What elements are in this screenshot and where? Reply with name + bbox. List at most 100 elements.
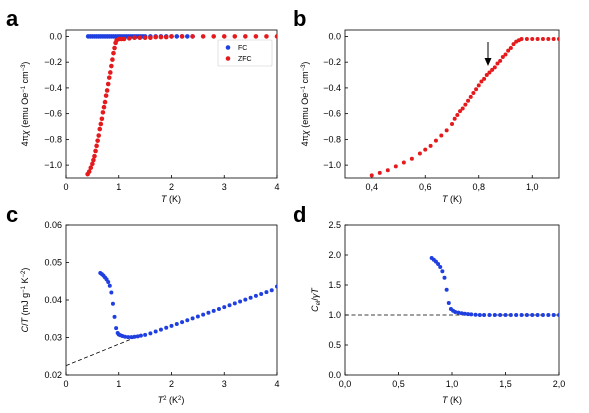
- data-point-a-s1: [94, 143, 99, 149]
- data-point-b-s0: [409, 156, 414, 161]
- data-point-d-s0: [535, 313, 540, 317]
- data-point-c-s0: [264, 290, 269, 295]
- data-point-c-s0: [164, 325, 169, 330]
- data-point-a-s1: [158, 34, 164, 40]
- data-point-c-s0: [180, 320, 185, 325]
- data-point-b-s0: [524, 37, 529, 42]
- data-point-b-s0: [479, 79, 484, 84]
- marks-d: [345, 256, 559, 317]
- x-axis-label-c: T2 (K2): [158, 395, 185, 405]
- data-point-b-s0: [369, 173, 374, 178]
- y-axis-label-a: 4πχ (emu Oe−1 cm−3): [20, 62, 30, 147]
- data-point-b-s0: [557, 37, 559, 42]
- marks-a: [85, 34, 277, 177]
- data-point-b-s0: [503, 52, 508, 57]
- data-point-b-s0: [498, 58, 503, 63]
- data-point-b-s0: [482, 76, 487, 81]
- data-point-a-s1: [179, 34, 185, 39]
- panel-letter-b: b: [293, 6, 306, 31]
- data-point-a-s1: [121, 36, 127, 42]
- data-point-c-s0: [206, 310, 211, 315]
- x-ticks-d: 0,0 0,5 1,0 1,5 2,0: [339, 372, 565, 389]
- data-point-c-s0: [248, 295, 253, 300]
- data-point-c-s0: [211, 308, 216, 313]
- data-point-b-s0: [476, 83, 481, 88]
- y-tick-label-c: 0.05: [44, 258, 62, 268]
- data-point-c-s0: [195, 314, 200, 319]
- data-point-b-s0: [423, 147, 428, 152]
- y-tick-label-d: 1.0: [328, 310, 341, 320]
- x-tick-label-c: 2: [169, 379, 174, 389]
- data-point-c-s0: [222, 305, 227, 310]
- data-point-a-s1: [90, 161, 95, 167]
- data-point-d-s0: [462, 311, 467, 316]
- data-point-d-s0: [530, 313, 535, 317]
- x-axis-label-a: T (K): [161, 194, 181, 204]
- data-point-c-s0: [174, 322, 179, 326]
- y-tick-label-c: 0.04: [44, 295, 62, 305]
- data-point-b-s0: [452, 116, 457, 121]
- data-point-a-s1: [105, 81, 111, 87]
- data-point-b-s0: [490, 67, 495, 72]
- y-ticks-a: 0.0 −0.2 −0.4 −0.6 −0.8 −1.0: [44, 31, 69, 170]
- y-tick-label-d: 2.5: [328, 220, 341, 230]
- data-point-b-s0: [535, 37, 540, 42]
- y-tick-label-b: 0.0: [328, 31, 341, 41]
- data-point-c-s0: [126, 335, 131, 340]
- data-point-a-s1: [93, 148, 98, 154]
- data-point-d-s0: [473, 312, 478, 317]
- data-point-a-s1: [96, 133, 102, 138]
- data-point-d-s0: [444, 287, 449, 292]
- data-point-c-s0: [138, 333, 143, 338]
- y-tick-label-a: −0.8: [44, 134, 62, 144]
- data-point-a-s1: [148, 35, 153, 41]
- panel-letter-a: a: [6, 6, 19, 31]
- data-point-b-s0: [471, 91, 476, 96]
- data-point-a-s1: [127, 36, 132, 41]
- data-point-a-s0: [185, 34, 190, 39]
- data-point-d-s0: [456, 310, 461, 315]
- data-point-d-s0: [508, 313, 513, 317]
- data-point-a-s0: [174, 34, 180, 39]
- data-point-d-s0: [498, 313, 503, 317]
- x-tick-label-a: 2: [169, 182, 174, 192]
- data-point-a-s1: [169, 34, 174, 39]
- x-tick-label-b: 0,8: [472, 182, 485, 192]
- y-tick-label-a: −0.4: [44, 83, 62, 93]
- data-point-a-s1: [95, 138, 100, 143]
- panel-letter-c: c: [6, 202, 18, 227]
- x-tick-label-a: 1: [116, 182, 121, 192]
- data-point-a-s1: [274, 34, 277, 39]
- data-point-b-s0: [393, 164, 398, 169]
- data-point-b-s0: [511, 42, 516, 47]
- y-tick-label-c: 0.02: [44, 370, 62, 380]
- legend-marker-fc: [225, 45, 231, 50]
- y-tick-label-d: 2.0: [328, 250, 341, 260]
- data-point-b-s0: [474, 87, 479, 92]
- data-point-b-s0: [484, 73, 489, 78]
- data-point-a-s1: [88, 165, 94, 171]
- data-point-d-s0: [551, 313, 556, 317]
- data-point-a-s1: [100, 110, 106, 115]
- data-point-c-s0: [269, 288, 274, 293]
- data-point-a-s1: [132, 35, 137, 41]
- y-tick-label-d: 0.0: [328, 370, 341, 380]
- data-point-a-s1: [97, 126, 103, 132]
- chart-panel-a: 0 1 2 3 4 0.0 −0.2 −0.4 −0.6 −0.8 −1.0 T (K) 4πχ …: [20, 29, 280, 204]
- legend-marker-zfc: [225, 56, 231, 61]
- data-point-a-s1: [190, 34, 195, 39]
- data-point-c-s0: [238, 299, 243, 304]
- data-point-b-s0: [439, 133, 444, 138]
- data-point-d-s0: [540, 313, 545, 317]
- data-point-b-s0: [487, 70, 492, 75]
- y-axis-label-c: C/T (mJ g−1 K−2): [20, 268, 30, 333]
- data-point-b-s0: [468, 94, 473, 99]
- data-point-b-s0: [466, 98, 471, 103]
- y-axis-label-b: 4πχ (emu Oe−1 cm−3): [300, 62, 310, 147]
- data-point-c-s0: [158, 327, 163, 332]
- data-point-a-s1: [211, 34, 216, 39]
- data-point-a-s1: [103, 93, 109, 98]
- data-point-a-s1: [163, 34, 169, 40]
- data-point-a-s1: [108, 70, 113, 75]
- y-tick-label-b: −1.0: [323, 160, 341, 170]
